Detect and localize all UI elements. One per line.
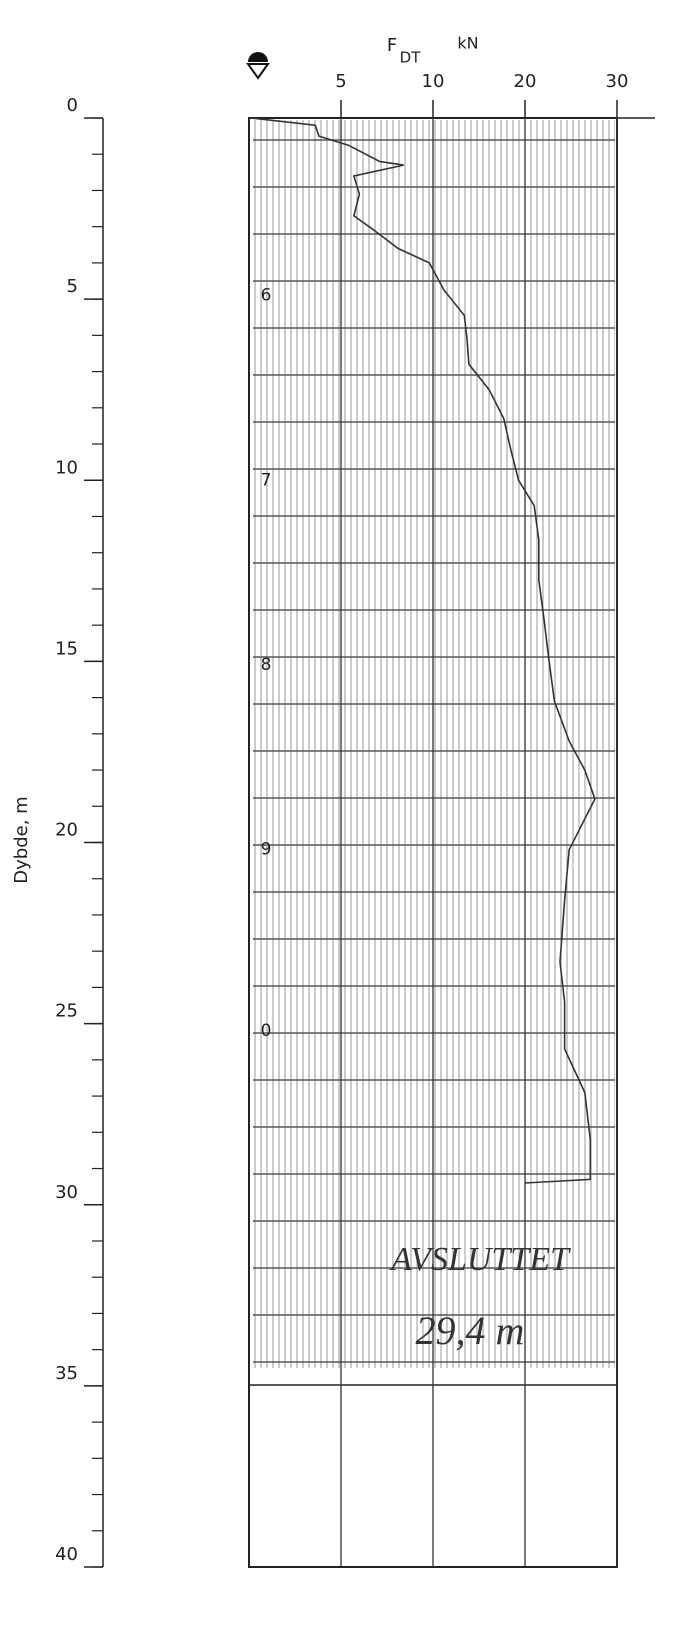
- rod-label: 8: [261, 655, 272, 675]
- force-curve: [250, 117, 596, 1184]
- water-symbol: [246, 52, 270, 80]
- x-tick-label: 10: [422, 71, 445, 92]
- x-tick-label: 5: [335, 71, 346, 92]
- y-tick-label: 35: [55, 1363, 78, 1384]
- y-tick-label: 40: [55, 1544, 78, 1565]
- rod-label: 0: [261, 1021, 272, 1041]
- y-tick-label: 15: [55, 638, 78, 659]
- rod-label: 6: [261, 286, 272, 306]
- y-tick-label: 30: [55, 1182, 78, 1203]
- y-tick-label: 20: [55, 820, 78, 841]
- x-label-subscript: DT: [400, 49, 422, 67]
- y-label: Dybde, m: [11, 796, 32, 883]
- annotation: AVSLUTTET: [389, 1241, 571, 1278]
- annotation: 29,4 m: [416, 1308, 525, 1353]
- y-tick-label: 5: [67, 276, 78, 297]
- y-tick-label: 10: [55, 457, 78, 478]
- rotation-hatch: [253, 120, 615, 1368]
- y-tick-label: 25: [55, 1001, 78, 1022]
- rod-label: 9: [261, 840, 272, 860]
- x-label: F: [387, 35, 397, 56]
- x-unit: kN: [457, 34, 478, 53]
- rod-label: 7: [261, 470, 272, 490]
- x-tick-label: 30: [606, 71, 629, 92]
- y-tick-label: 0: [67, 95, 78, 116]
- x-tick-label: 20: [514, 71, 537, 92]
